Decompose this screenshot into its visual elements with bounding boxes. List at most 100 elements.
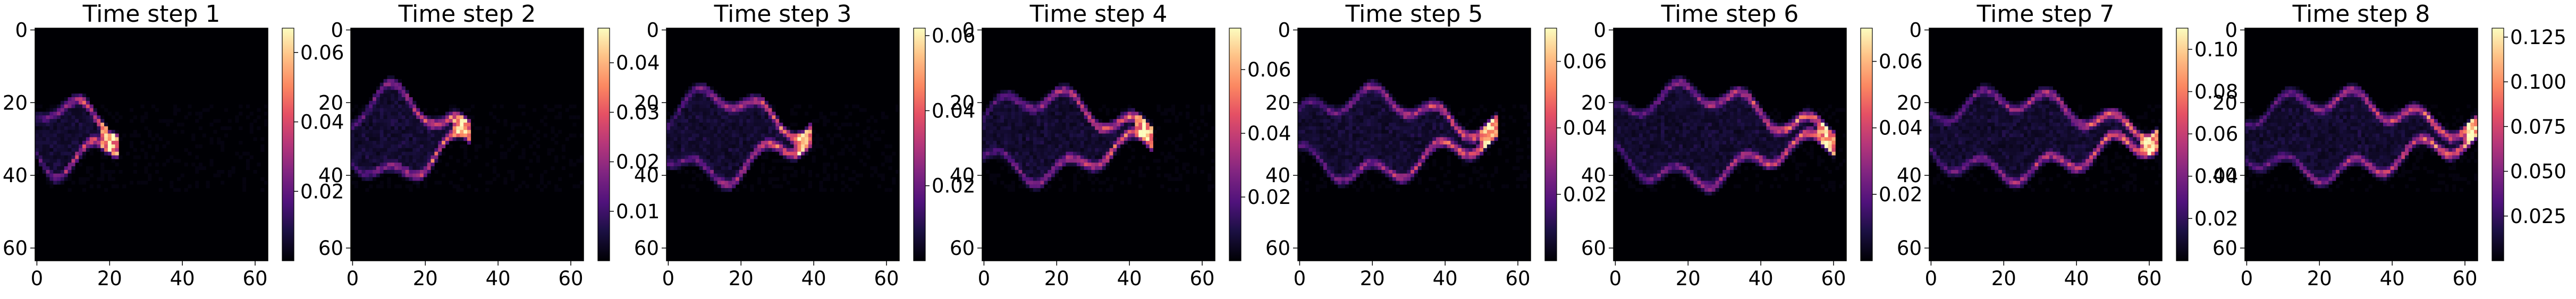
heatmap-cell: [387, 100, 391, 105]
panel-title: Time step 6: [1661, 1, 1799, 28]
heatmap-cell: [1370, 155, 1375, 159]
heatmap-cell: [1301, 119, 1305, 123]
heatmap-cell: [1421, 100, 1425, 105]
heatmap-cell: [1411, 119, 1415, 123]
heatmap-cell: [1207, 188, 1212, 192]
heatmap-cell: [1726, 108, 1730, 112]
heatmap-cell: [442, 133, 446, 138]
heatmap-cell: [888, 155, 892, 159]
heatmap-cell: [888, 166, 892, 170]
heatmap-cell: [1091, 151, 1095, 156]
heatmap-cell: [982, 122, 986, 127]
heatmap-cell: [691, 97, 696, 101]
heatmap-cell: [1029, 100, 1034, 105]
heatmap-cell: [1330, 115, 1335, 119]
heatmap-cell: [1385, 119, 1389, 123]
heatmap-cell: [71, 130, 75, 134]
heatmap-cell: [221, 148, 225, 152]
heatmap-cell: [398, 82, 402, 87]
heatmap-cell: [53, 137, 57, 141]
heatmap-cell: [42, 169, 46, 174]
heatmap-cell: [1650, 108, 1654, 112]
heatmap-cell: [351, 163, 355, 167]
heatmap-cell: [1058, 126, 1062, 130]
heatmap-cell: [409, 100, 413, 105]
heatmap-cell: [1051, 141, 1055, 145]
heatmap-cell: [57, 137, 61, 141]
heatmap-cell: [754, 137, 758, 141]
heatmap-cell: [1040, 133, 1044, 138]
heatmap-cell: [1200, 148, 1204, 152]
heatmap-cell: [1345, 115, 1349, 119]
heatmap-cell: [405, 169, 409, 174]
heatmap-cell: [539, 119, 544, 123]
heatmap-cell: [49, 112, 54, 116]
heatmap-cell: [746, 144, 750, 149]
heatmap-cell: [369, 163, 373, 167]
heatmap-cell: [1617, 97, 1621, 101]
heatmap-cell: [695, 188, 699, 192]
heatmap-cell: [808, 181, 813, 185]
heatmap-cell: [1327, 169, 1331, 174]
heatmap-cell: [685, 148, 689, 152]
heatmap-cell: [993, 130, 997, 134]
heatmap-cell: [1087, 122, 1092, 127]
heatmap-cell: [1443, 181, 1447, 185]
heatmap-cell: [387, 108, 391, 112]
heatmap-cell: [1091, 163, 1095, 167]
heatmap-cell: [1795, 112, 1800, 116]
heatmap-cell: [1624, 100, 1628, 105]
heatmap-cell: [38, 112, 43, 116]
heatmap-cell: [1076, 97, 1081, 101]
heatmap-cell: [383, 82, 387, 87]
heatmap-cell: [1476, 151, 1480, 156]
heatmap-cell: [82, 148, 87, 152]
heatmap-cell: [717, 108, 721, 112]
heatmap-cell: [1392, 173, 1397, 177]
colorbar-tick-label: 0.06: [1563, 50, 1607, 73]
heatmap-cell: [412, 100, 417, 105]
heatmap-cell: [1628, 108, 1632, 112]
heatmap-cell: [855, 133, 860, 138]
heatmap-cell: [452, 169, 457, 174]
heatmap-cell: [1370, 108, 1375, 112]
heatmap-cell: [1352, 144, 1356, 149]
heatmap-cell: [1487, 151, 1491, 156]
heatmap-cell: [761, 112, 765, 116]
heatmap-cell: [409, 166, 413, 170]
heatmap-cell: [1443, 115, 1447, 119]
heatmap-cell: [1668, 82, 1672, 87]
heatmap-cell: [1679, 100, 1683, 105]
heatmap-cell: [1204, 133, 1208, 138]
heatmap-cell: [841, 181, 845, 185]
heatmap-cell: [53, 148, 57, 152]
heatmap-cell: [1802, 108, 1807, 112]
heatmap-cell: [1708, 104, 1712, 108]
heatmap-cell: [1033, 148, 1037, 152]
heatmap-cell: [1018, 163, 1023, 167]
heatmap-cell: [1345, 141, 1349, 145]
heatmap-cell: [82, 141, 87, 145]
heatmap-cell: [1080, 108, 1084, 112]
heatmap-cell: [717, 112, 721, 116]
heatmap-cell: [1476, 155, 1480, 159]
heatmap-cell: [1642, 122, 1646, 127]
heatmap-cell: [148, 173, 152, 177]
heatmap-cell: [790, 159, 794, 163]
heatmap-cell: [736, 151, 740, 156]
heatmap-cell: [391, 133, 395, 138]
heatmap-cell: [724, 163, 729, 167]
heatmap-cell: [790, 144, 794, 149]
heatmap-cell: [1073, 177, 1077, 181]
heatmap-cell: [1389, 163, 1393, 167]
heatmap-cell: [1392, 100, 1397, 105]
heatmap-cell: [728, 151, 732, 156]
heatmap-cell: [1806, 122, 1810, 127]
heatmap-cell: [1040, 151, 1044, 156]
heatmap-cell: [1421, 144, 1425, 149]
heatmap-cell: [79, 115, 83, 119]
heatmap-cell: [1421, 115, 1425, 119]
heatmap-cell: [677, 155, 681, 159]
heatmap-cell: [1490, 141, 1494, 145]
heatmap-cell: [750, 163, 754, 167]
